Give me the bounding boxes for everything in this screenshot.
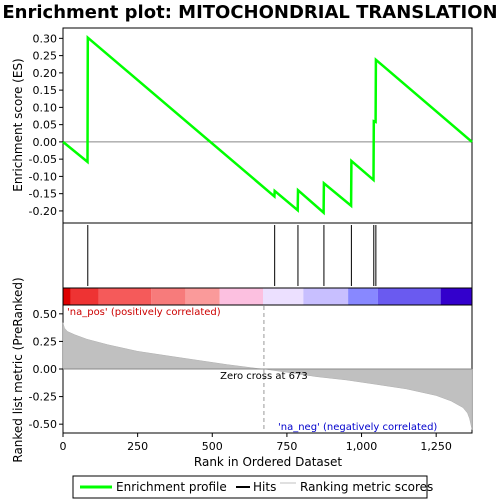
x-tick-label: 500 xyxy=(202,440,223,453)
es-y-tick-label: 0.05 xyxy=(33,119,58,132)
es-y-tick-label: 0.00 xyxy=(33,136,58,149)
x-axis-ticks: 0 250 500 750 1,000 1,250 xyxy=(60,433,452,453)
rank-y-tick-label: 0.25 xyxy=(33,335,58,348)
enrichment-profile-line xyxy=(62,35,473,216)
color-bar-segment xyxy=(348,288,378,305)
rank-y-ticks: -0.50 -0.25 0.00 0.25 0.50 xyxy=(29,308,63,431)
es-y-tick-label: 0.25 xyxy=(33,50,58,63)
chart-title: Enrichment plot: MITOCHONDRIAL TRANSLATI… xyxy=(2,2,497,23)
es-y-tick-label: 0.20 xyxy=(33,67,58,80)
hits-panel xyxy=(62,222,473,289)
es-y-tick-label: 0.15 xyxy=(33,84,58,97)
es-y-tick-label: -0.05 xyxy=(29,153,57,166)
negative-correlation-label: 'na_neg' (negatively correlated) xyxy=(278,422,437,433)
ranking-metric-fill xyxy=(62,322,473,430)
positive-correlation-label: 'na_pos' (positively correlated) xyxy=(67,307,221,318)
x-tick-label: 1,000 xyxy=(346,440,378,453)
color-bar-segment xyxy=(185,288,220,305)
ranking-metric-area xyxy=(62,322,473,430)
color-bar-segment xyxy=(70,288,99,305)
color-bar-segment xyxy=(377,288,441,305)
es-y-tick-label: 0.30 xyxy=(33,32,58,45)
x-axis-label: Rank in Ordered Dataset xyxy=(194,455,342,469)
x-tick-label: 0 xyxy=(60,440,67,453)
es-y-tick-label: -0.20 xyxy=(29,205,57,218)
es-y-tick-label: -0.15 xyxy=(29,188,57,201)
color-bar-segment xyxy=(303,288,349,305)
es-panel-frame xyxy=(62,27,473,224)
rank-y-tick-label: 0.50 xyxy=(33,308,58,321)
color-bar-segment xyxy=(151,288,186,305)
hits-panel-frame xyxy=(62,222,473,289)
rank-y-tick-label: -0.25 xyxy=(29,391,57,404)
es-y-ticks: -0.20 -0.15 -0.10 -0.05 0.00 0.05 0.10 0.15 0.20… xyxy=(29,32,63,218)
legend-label-ranking-metric-scores: Ranking metric scores xyxy=(300,480,433,494)
legend-label-hits: Hits xyxy=(253,480,276,494)
x-tick-label: 250 xyxy=(127,440,148,453)
ranked-metric-panel: -0.50 -0.25 0.00 0.25 0.50 Zero cross at 673… xyxy=(11,277,473,463)
es-y-tick-label: -0.10 xyxy=(29,170,57,183)
rank-y-tick-label: -0.50 xyxy=(29,418,57,431)
x-tick-label: 1,250 xyxy=(420,440,452,453)
es-y-tick-label: 0.10 xyxy=(33,101,58,114)
chart-legend: Enrichment profile Hits Ranking metric s… xyxy=(72,475,433,499)
ranking-color-bar xyxy=(62,287,473,306)
legend-label-enrichment-profile: Enrichment profile xyxy=(116,480,227,494)
enrichment-score-panel: -0.20 -0.15 -0.10 -0.05 0.00 0.05 0.10 0.15 0.20… xyxy=(11,27,473,224)
zero-cross-label: Zero cross at 673 xyxy=(220,371,308,382)
color-bar-segment xyxy=(98,288,152,305)
color-bar-segment xyxy=(263,288,304,305)
enrichment-profile-polyline xyxy=(62,35,473,216)
color-bar-segment xyxy=(63,288,71,305)
rank-y-tick-label: 0.00 xyxy=(33,363,58,376)
x-tick-label: 750 xyxy=(276,440,297,453)
color-bar-segment xyxy=(219,288,264,305)
hit-marks xyxy=(87,225,377,286)
color-bar-segment xyxy=(440,288,472,305)
es-y-axis-label: Enrichment score (ES) xyxy=(11,58,25,191)
rank-y-axis-label: Ranked list metric (PreRanked) xyxy=(11,277,25,462)
